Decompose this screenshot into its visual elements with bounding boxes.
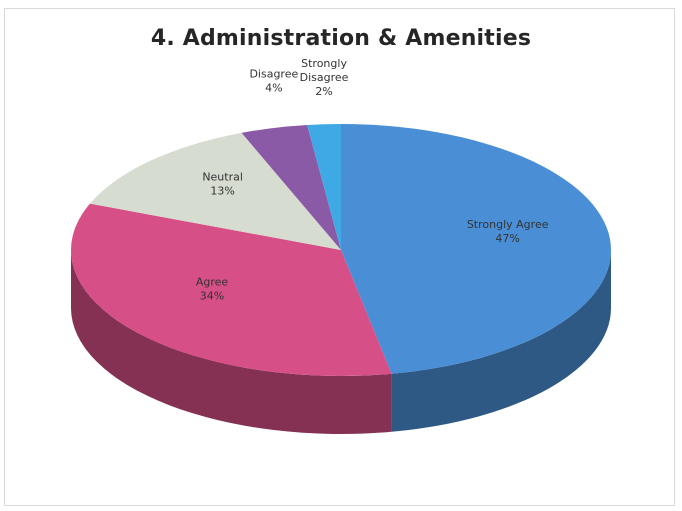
chart-title: 4. Administration & Amenities	[150, 26, 532, 51]
pie-value-label-agree: 34%	[200, 289, 224, 302]
pie-category-label-strongly-disagree: Strongly	[301, 57, 347, 70]
pie-side-agree	[71, 250, 392, 434]
pie-category-label-strongly-disagree: Disagree	[300, 71, 349, 84]
pie-slice-disagree	[241, 124, 341, 250]
pie-slice-neutral	[89, 132, 341, 250]
pie-value-label-neutral: 13%	[210, 184, 234, 197]
pie-value-label-strongly-disagree: 2%	[315, 85, 332, 98]
pie-sides	[71, 250, 611, 434]
pie-value-label-disagree: 4%	[265, 81, 282, 94]
pie-category-label-agree: Agree	[196, 275, 229, 288]
pie-labels: Strongly Agree47%Agree34%Neutral13%Disag…	[196, 57, 549, 302]
pie-value-label-strongly-agree: 47%	[495, 232, 519, 245]
pie-slice-agree	[70, 203, 392, 376]
pie-category-label-neutral: Neutral	[202, 170, 243, 183]
pie-category-label-strongly-agree: Strongly Agree	[467, 218, 549, 231]
pie-slices	[70, 124, 612, 376]
pie-category-label-disagree: Disagree	[249, 67, 298, 80]
pie-side-strongly-agree	[391, 250, 611, 432]
pie-slice-strongly-agree	[341, 124, 612, 374]
pie-slice-strongly-disagree	[307, 124, 341, 250]
